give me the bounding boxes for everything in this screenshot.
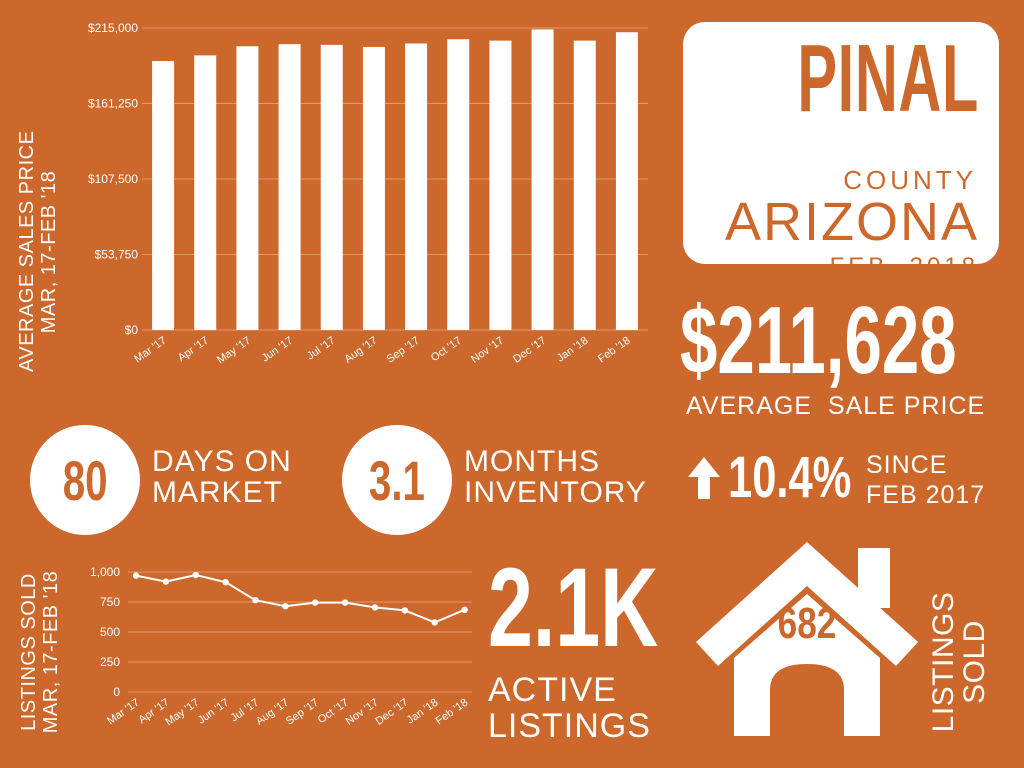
bar-chart-xtick: Jun '17: [260, 335, 296, 365]
line-chart-point: [133, 572, 139, 578]
line-chart-point: [282, 603, 288, 609]
line-chart-point: [432, 619, 438, 625]
bar-chart-ytick: $161,250: [88, 97, 138, 111]
bar-chart-ytick: $215,000: [88, 21, 138, 35]
line-chart-ylabel: LISTINGS SOLD MAR, 17-FEB '18: [18, 552, 62, 752]
bar-chart-bar: [236, 46, 258, 330]
bar-chart-xtick: Sep '17: [385, 335, 422, 366]
listings-sold-label: LISTINGS SOLD: [928, 582, 992, 742]
price-change: 10.4%: [686, 444, 892, 511]
line-chart-ylabel-line2: MAR, 17-FEB '18: [40, 552, 62, 752]
average-sale-price-caption: AVERAGE SALE PRICE: [686, 392, 985, 421]
line-chart-ytick: 250: [100, 655, 120, 669]
house-icon: 682: [694, 540, 920, 740]
bar-chart-ylabel: AVERAGE SALES PRICE MAR, 17-FEB '18: [16, 132, 60, 372]
bar-chart-bar: [616, 32, 638, 330]
title-date: FEB, 2018: [830, 254, 979, 280]
line-chart-point: [372, 604, 378, 610]
bar-chart-xtick: Jul '17: [305, 335, 338, 363]
months-inventory-value: 3.1: [369, 448, 425, 513]
active-listings-label-line2: LISTINGS: [488, 708, 651, 744]
bar-chart: $0 $53,750 $107,500 $161,250 $215,000 Mar '17…: [70, 10, 660, 400]
bar-chart-xtick: Oct '17: [429, 335, 464, 365]
bar-chart-xtick: Apr '17: [176, 335, 211, 365]
listings-sold-value: 682: [778, 599, 837, 648]
bar-chart-xtick: Aug '17: [342, 335, 379, 366]
line-chart-point: [252, 597, 258, 603]
line-chart-xtick: Jun '17: [196, 697, 232, 727]
line-chart-point: [461, 607, 467, 613]
months-inventory-badge: 3.1: [342, 425, 452, 535]
active-listings-label-line1: ACTIVE: [488, 672, 651, 708]
bar-chart-bar: [489, 41, 511, 330]
bar-chart-xtick: Mar '17: [132, 335, 169, 366]
days-on-market-badge: 80: [30, 425, 140, 535]
bar-chart-bar: [447, 39, 469, 330]
line-chart-ylabel-line1: LISTINGS SOLD: [18, 552, 40, 752]
title-county: COUNTY: [843, 166, 977, 194]
line-chart-xtick: May '17: [163, 697, 201, 729]
bar-chart-ytick: $0: [125, 323, 139, 337]
line-chart-xtick: Sep '17: [284, 697, 321, 728]
line-chart-ytick: 1,000: [90, 565, 120, 579]
active-listings-value: 2.1K: [488, 548, 658, 668]
bar-chart-bar: [279, 44, 301, 330]
line-chart-ytick: 500: [100, 625, 120, 639]
bar-chart-bar: [321, 45, 343, 330]
line-chart-xtick: Aug '17: [254, 697, 291, 728]
bar-chart-ytick: $107,500: [88, 172, 138, 186]
active-listings-label: ACTIVE LISTINGS: [488, 672, 651, 744]
title-arizona: ARIZONA: [725, 192, 979, 252]
line-chart-point: [163, 578, 169, 584]
bar-chart-ylabel-line1: AVERAGE SALES PRICE: [16, 132, 38, 372]
price-change-value: 10.4%: [728, 444, 851, 511]
bar-chart-xtick: Dec '17: [511, 335, 548, 366]
bar-chart-bar: [574, 41, 596, 330]
arrow-up-icon: [686, 455, 722, 501]
price-change-label: SINCE FEB 2017: [866, 450, 985, 510]
price-change-label-line1: SINCE: [866, 450, 985, 480]
line-chart-xtick: Feb '18: [434, 697, 471, 728]
line-chart-point: [193, 572, 199, 578]
line-chart-point: [402, 607, 408, 613]
line-chart-ytick: 0: [113, 685, 120, 699]
bar-chart-ytick: $53,750: [95, 248, 139, 262]
bar-chart-bar: [152, 61, 174, 330]
line-chart-point: [312, 599, 318, 605]
bar-chart-xtick: Nov '17: [469, 335, 506, 366]
months-inventory-label-line1: MONTHS: [464, 446, 647, 477]
line-chart-point: [342, 599, 348, 605]
bar-chart-bar: [532, 29, 554, 330]
days-on-market-label: DAYS ON MARKET: [152, 446, 292, 508]
listings-sold-label-line2: SOLD: [959, 582, 990, 742]
line-chart-xtick: Mar '17: [105, 697, 142, 728]
months-inventory-label: MONTHS INVENTORY: [464, 446, 647, 508]
line-chart-xtick: Nov '17: [344, 697, 381, 728]
bar-chart-ylabel-line2: MAR, 17-FEB '18: [38, 132, 60, 372]
bar-chart-bar: [194, 55, 216, 330]
line-chart-xtick: Jan '18: [405, 697, 441, 727]
bar-chart-xtick: Feb '18: [596, 335, 633, 366]
months-inventory-label-line2: INVENTORY: [464, 477, 647, 508]
bar-chart-bar: [363, 47, 385, 330]
average-sale-price-value: $211,628: [680, 286, 911, 396]
days-on-market-label-line1: DAYS ON: [152, 446, 292, 477]
days-on-market-value: 80: [63, 448, 108, 513]
line-chart-xtick: Dec '17: [373, 697, 410, 728]
listings-sold-label-line1: LISTINGS: [928, 582, 959, 742]
price-change-label-line2: FEB 2017: [866, 480, 985, 510]
days-on-market-label-line2: MARKET: [152, 477, 292, 508]
bar-chart-xtick: May '17: [215, 335, 253, 367]
title-card: PINAL COUNTY ARIZONA FEB, 2018: [683, 22, 999, 264]
bar-chart-bar: [405, 43, 427, 330]
line-chart-series: [136, 575, 465, 622]
bar-chart-xtick: Jan '18: [555, 335, 591, 365]
line-chart-ytick: 750: [100, 595, 120, 609]
line-chart-point: [222, 579, 228, 585]
title-pinal: PINAL: [797, 24, 979, 134]
